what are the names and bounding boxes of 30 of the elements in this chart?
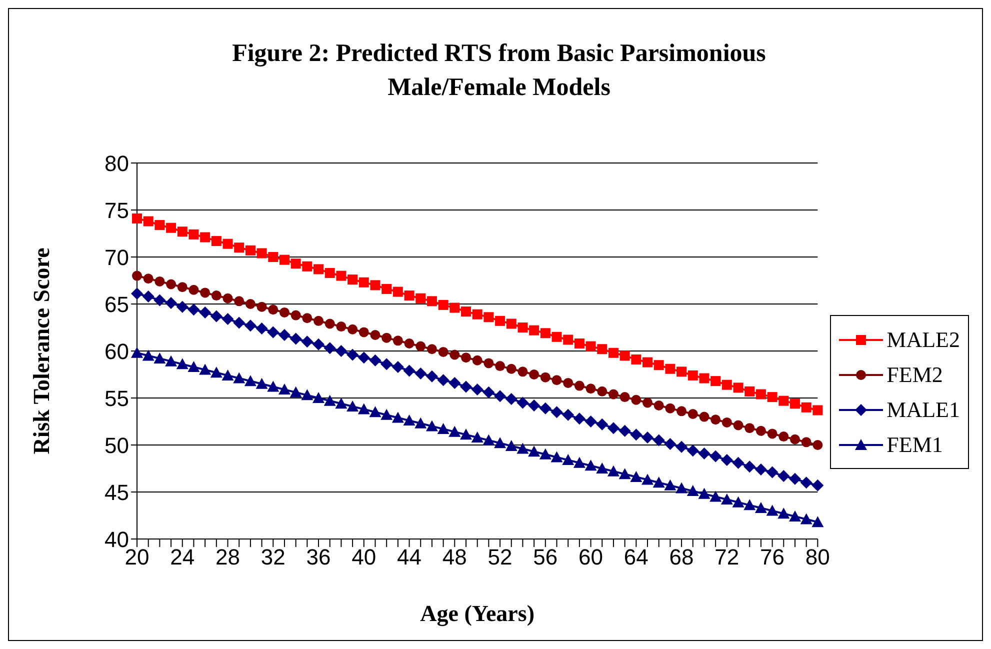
y-tick-label: 60 [104, 338, 129, 364]
y-tick-label: 70 [104, 244, 129, 270]
x-tick-label: 72 [714, 544, 740, 570]
y-tick-label: 80 [104, 150, 129, 176]
x-tick-label: 68 [669, 544, 694, 570]
y-axis-title: Risk Tolerance Score [29, 248, 54, 454]
y-tick-label: 45 [104, 480, 129, 505]
y-tick-label: 55 [104, 386, 129, 411]
x-tick-label: 24 [170, 544, 195, 570]
legend-label: FEM2 [886, 362, 943, 388]
chart-title: Figure 2: Predicted RTS from Basic Parsimonious Male/Female Models [231, 39, 767, 103]
y-tick-label: 50 [104, 432, 129, 458]
x-tick-label: 64 [624, 544, 648, 570]
x-tick-label: 32 [260, 544, 286, 570]
x-tick-label: 48 [442, 544, 467, 570]
x-tick-label: 28 [216, 544, 240, 570]
y-tick-label: 75 [104, 198, 129, 223]
x-tick-label: 80 [805, 544, 830, 570]
legend-label: MALE2 [886, 326, 960, 352]
y-tick-label: 65 [104, 292, 129, 317]
legend-label: MALE1 [886, 396, 960, 422]
x-tick-label: 40 [352, 544, 376, 570]
x-tick-label: 52 [488, 544, 512, 570]
x-axis-title: Age (Years) [420, 601, 534, 627]
x-tick-label: 44 [397, 544, 422, 570]
x-tick-label: 56 [533, 544, 558, 570]
x-tick-label: 36 [306, 544, 331, 570]
x-tick-label: 76 [760, 544, 785, 570]
legend-label: FEM1 [886, 432, 943, 458]
x-tick-label: 60 [578, 544, 604, 570]
